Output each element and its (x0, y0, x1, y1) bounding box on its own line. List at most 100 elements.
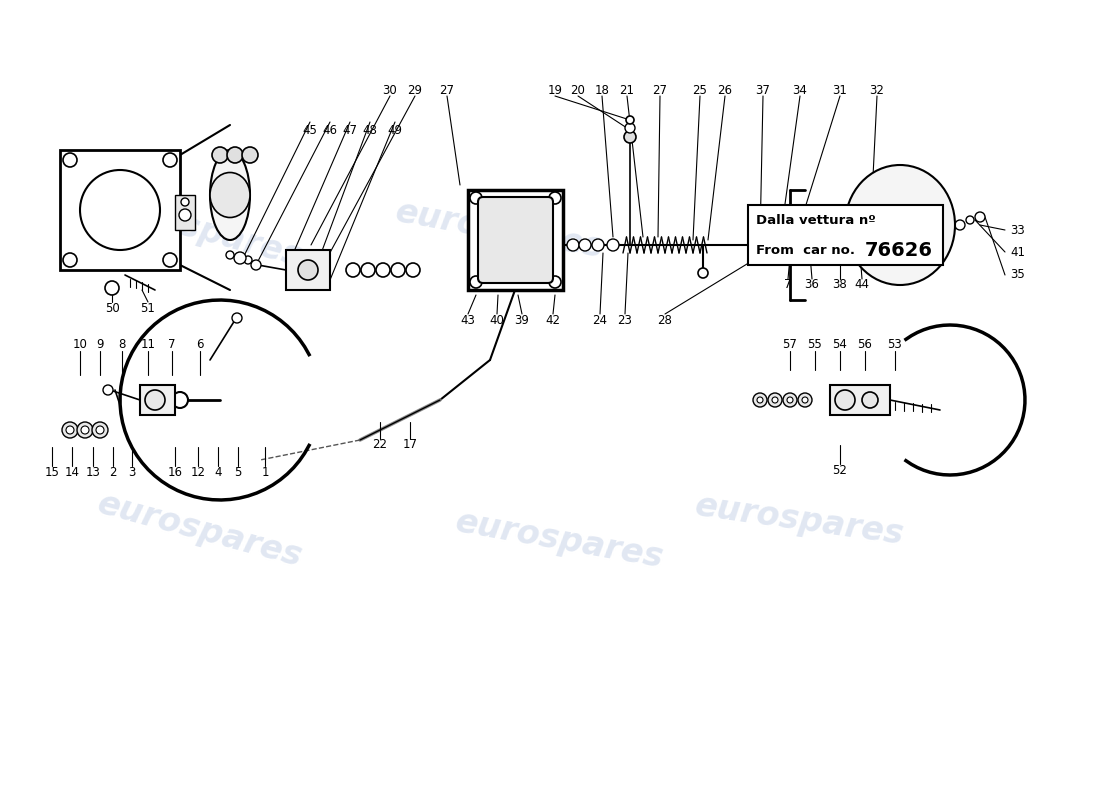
Circle shape (625, 123, 635, 133)
Bar (748, 205, 943, 265)
Circle shape (251, 260, 261, 270)
Circle shape (780, 235, 800, 255)
Text: 17: 17 (403, 438, 418, 451)
Circle shape (103, 385, 113, 395)
Circle shape (966, 216, 974, 224)
Circle shape (566, 239, 579, 251)
Circle shape (81, 426, 89, 434)
Text: From  car no.: From car no. (756, 243, 855, 257)
Text: eurospares: eurospares (94, 486, 306, 574)
Text: 18: 18 (595, 83, 609, 97)
Circle shape (390, 263, 405, 277)
Circle shape (80, 170, 160, 250)
Circle shape (768, 393, 782, 407)
Text: 45: 45 (302, 123, 318, 137)
Text: 25: 25 (693, 83, 707, 97)
Circle shape (63, 153, 77, 167)
Circle shape (63, 253, 77, 267)
Text: 23: 23 (617, 314, 632, 326)
Text: 26: 26 (717, 83, 733, 97)
Circle shape (772, 397, 778, 403)
Text: eurospares: eurospares (453, 506, 667, 574)
Text: 36: 36 (804, 278, 820, 291)
Ellipse shape (210, 173, 250, 218)
Circle shape (895, 220, 905, 230)
Text: 7: 7 (168, 338, 176, 351)
Circle shape (226, 251, 234, 259)
Circle shape (624, 131, 636, 143)
Text: 51: 51 (141, 302, 155, 314)
Text: 48: 48 (363, 123, 377, 137)
Circle shape (786, 397, 793, 403)
Circle shape (955, 220, 965, 230)
Circle shape (470, 192, 482, 204)
Circle shape (163, 253, 177, 267)
Text: 11: 11 (141, 338, 155, 351)
Circle shape (905, 235, 915, 245)
Text: 46: 46 (322, 123, 338, 137)
Bar (286, 250, 330, 290)
Text: 44: 44 (855, 278, 869, 291)
Text: 42: 42 (546, 314, 561, 326)
Circle shape (579, 239, 591, 251)
Text: 50: 50 (104, 302, 120, 314)
Text: 15: 15 (45, 466, 59, 478)
Text: 21: 21 (619, 83, 635, 97)
Text: 9: 9 (97, 338, 103, 351)
Text: 40: 40 (490, 314, 505, 326)
Circle shape (163, 153, 177, 167)
Text: 24: 24 (593, 314, 607, 326)
Circle shape (346, 263, 360, 277)
Text: 57: 57 (782, 338, 797, 351)
Text: 7: 7 (784, 278, 792, 291)
Bar (140, 385, 175, 415)
Circle shape (835, 390, 855, 410)
Circle shape (244, 256, 252, 264)
Circle shape (798, 393, 812, 407)
Text: 31: 31 (833, 83, 847, 97)
Ellipse shape (845, 165, 955, 285)
Circle shape (549, 192, 561, 204)
Text: 3: 3 (129, 466, 135, 478)
Circle shape (298, 260, 318, 280)
Circle shape (242, 147, 258, 163)
Text: 30: 30 (383, 83, 397, 97)
Circle shape (227, 147, 243, 163)
Text: 47: 47 (342, 123, 358, 137)
Text: 19: 19 (548, 83, 562, 97)
Text: 14: 14 (65, 466, 79, 478)
Circle shape (862, 392, 878, 408)
Text: 34: 34 (793, 83, 807, 97)
Circle shape (66, 426, 74, 434)
Text: 49: 49 (387, 123, 403, 137)
Text: 12: 12 (190, 466, 206, 478)
Text: 76626: 76626 (865, 241, 933, 259)
Text: 22: 22 (373, 438, 387, 451)
Circle shape (179, 209, 191, 221)
Circle shape (865, 235, 874, 245)
Text: 43: 43 (461, 314, 475, 326)
Text: eurospares: eurospares (693, 489, 906, 551)
Bar (60, 150, 180, 270)
Circle shape (754, 393, 767, 407)
Circle shape (361, 263, 375, 277)
Circle shape (802, 397, 808, 403)
Text: 1: 1 (262, 466, 268, 478)
Text: 28: 28 (658, 314, 672, 326)
Text: 13: 13 (86, 466, 100, 478)
Ellipse shape (210, 150, 250, 240)
Text: 4: 4 (214, 466, 222, 478)
Text: 39: 39 (515, 314, 529, 326)
Circle shape (172, 392, 188, 408)
Circle shape (62, 422, 78, 438)
Text: 10: 10 (73, 338, 87, 351)
Text: eurospares: eurospares (393, 195, 607, 265)
Circle shape (626, 116, 634, 124)
Text: eurospares: eurospares (94, 186, 306, 274)
Text: 27: 27 (652, 83, 668, 97)
Circle shape (406, 263, 420, 277)
Circle shape (145, 390, 165, 410)
Circle shape (592, 239, 604, 251)
Circle shape (234, 252, 246, 264)
Text: 37: 37 (756, 83, 770, 97)
